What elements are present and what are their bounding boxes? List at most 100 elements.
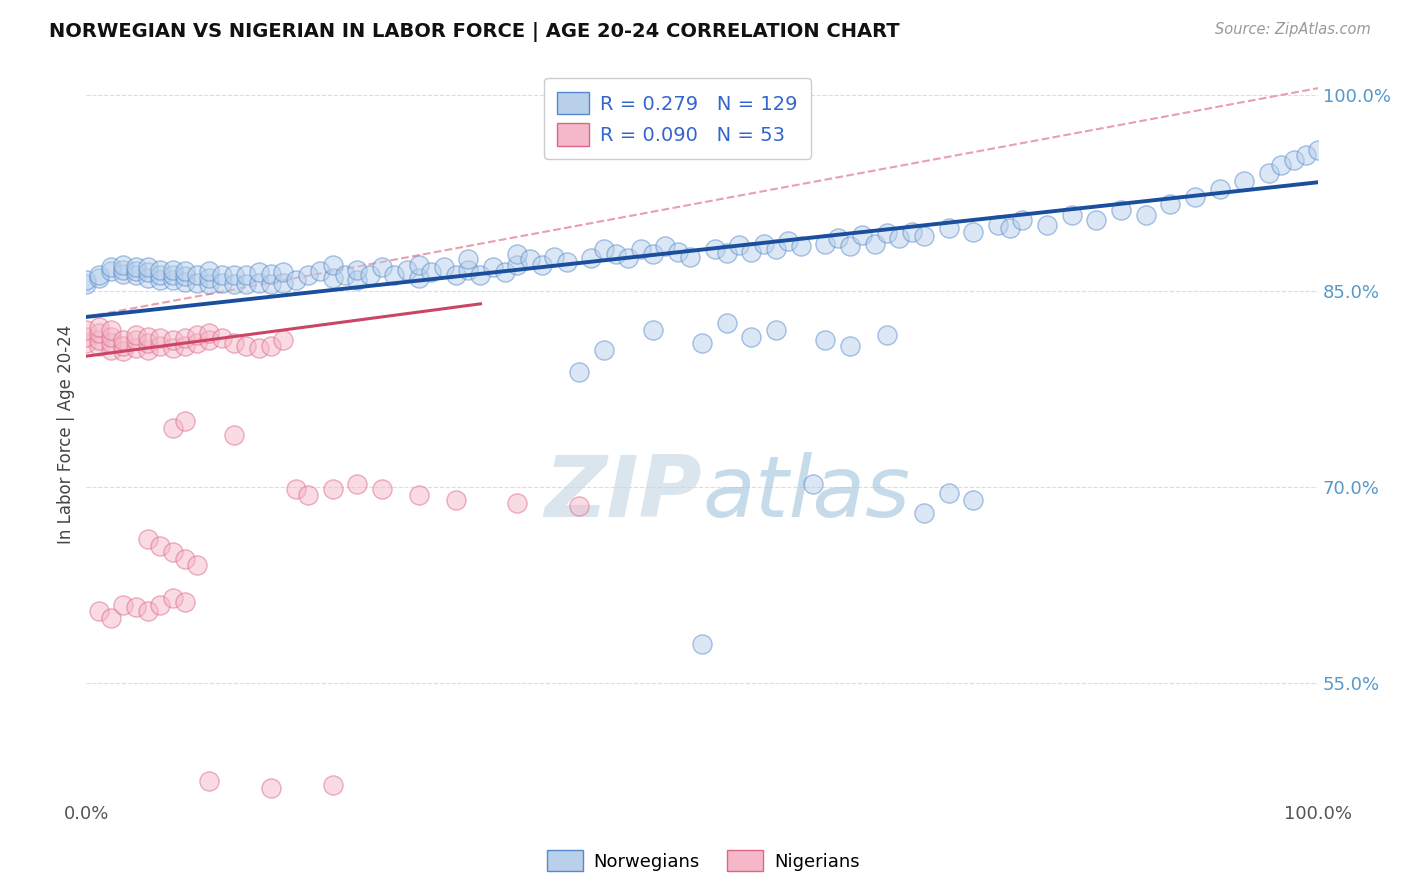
Point bbox=[322, 270, 344, 285]
Point bbox=[149, 268, 172, 282]
Point bbox=[198, 326, 221, 340]
Point bbox=[359, 268, 381, 282]
Point bbox=[506, 495, 529, 509]
Point bbox=[273, 334, 295, 348]
Point bbox=[1308, 143, 1330, 157]
Point bbox=[457, 252, 479, 267]
Point bbox=[1109, 202, 1132, 217]
Point bbox=[247, 341, 270, 355]
Point bbox=[162, 268, 184, 282]
Point bbox=[186, 276, 208, 290]
Point bbox=[198, 264, 221, 278]
Point bbox=[408, 270, 430, 285]
Point bbox=[395, 263, 418, 277]
Point bbox=[260, 780, 283, 795]
Point bbox=[851, 227, 873, 242]
Point bbox=[716, 245, 738, 260]
Point bbox=[87, 604, 110, 618]
Point bbox=[1233, 174, 1256, 188]
Point bbox=[173, 275, 195, 289]
Point bbox=[112, 343, 135, 358]
Point bbox=[470, 268, 492, 282]
Point bbox=[124, 328, 146, 343]
Point bbox=[162, 591, 184, 605]
Point bbox=[752, 236, 775, 251]
Point bbox=[247, 276, 270, 290]
Text: atlas: atlas bbox=[702, 451, 910, 534]
Point bbox=[124, 264, 146, 278]
Point bbox=[173, 339, 195, 353]
Point bbox=[827, 231, 849, 245]
Point bbox=[444, 492, 467, 507]
Point bbox=[322, 778, 344, 792]
Point bbox=[235, 268, 257, 282]
Point bbox=[666, 244, 689, 259]
Point bbox=[186, 328, 208, 343]
Point bbox=[75, 273, 97, 287]
Point bbox=[814, 236, 837, 251]
Point bbox=[592, 242, 614, 256]
Point bbox=[408, 258, 430, 272]
Point bbox=[679, 250, 702, 264]
Point bbox=[322, 258, 344, 272]
Point bbox=[260, 277, 283, 292]
Point bbox=[173, 551, 195, 566]
Point bbox=[162, 421, 184, 435]
Point bbox=[173, 415, 195, 429]
Point bbox=[87, 320, 110, 334]
Point bbox=[1159, 197, 1181, 211]
Point bbox=[224, 277, 246, 292]
Point bbox=[173, 595, 195, 609]
Point bbox=[124, 334, 146, 348]
Point bbox=[765, 323, 787, 337]
Point bbox=[149, 331, 172, 345]
Point bbox=[149, 339, 172, 353]
Point bbox=[173, 264, 195, 278]
Point bbox=[790, 239, 813, 253]
Point bbox=[124, 341, 146, 355]
Point bbox=[100, 610, 122, 624]
Point bbox=[100, 323, 122, 337]
Point bbox=[173, 269, 195, 284]
Point bbox=[284, 483, 307, 497]
Point bbox=[900, 225, 922, 239]
Point bbox=[778, 234, 800, 248]
Point bbox=[568, 500, 591, 514]
Point bbox=[297, 488, 319, 502]
Point bbox=[100, 260, 122, 275]
Point bbox=[87, 270, 110, 285]
Point bbox=[224, 427, 246, 442]
Point bbox=[346, 477, 368, 491]
Point bbox=[1282, 153, 1305, 167]
Point bbox=[876, 328, 898, 343]
Point bbox=[124, 260, 146, 275]
Point bbox=[912, 506, 935, 520]
Point bbox=[211, 276, 233, 290]
Point bbox=[912, 228, 935, 243]
Point bbox=[765, 242, 787, 256]
Point bbox=[506, 247, 529, 261]
Point bbox=[568, 365, 591, 379]
Point bbox=[87, 268, 110, 282]
Point bbox=[136, 336, 159, 351]
Point bbox=[481, 260, 503, 275]
Point bbox=[654, 239, 676, 253]
Point bbox=[75, 329, 97, 343]
Point bbox=[1257, 166, 1279, 180]
Point bbox=[162, 545, 184, 559]
Point bbox=[136, 343, 159, 357]
Point bbox=[962, 492, 984, 507]
Point bbox=[247, 265, 270, 279]
Point bbox=[457, 263, 479, 277]
Point bbox=[592, 343, 614, 357]
Point bbox=[543, 250, 565, 264]
Point bbox=[136, 270, 159, 285]
Point bbox=[506, 258, 529, 272]
Point bbox=[641, 247, 664, 261]
Text: ZIP: ZIP bbox=[544, 451, 702, 534]
Point bbox=[382, 268, 405, 282]
Point bbox=[112, 258, 135, 272]
Point bbox=[75, 336, 97, 351]
Point bbox=[235, 339, 257, 353]
Point bbox=[124, 600, 146, 615]
